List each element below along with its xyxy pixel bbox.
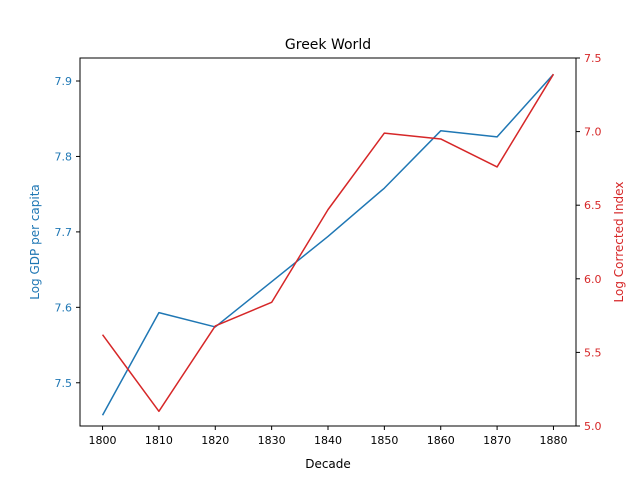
series-line-corrected-index: [101, 73, 555, 413]
x-tick-label: 1850: [370, 434, 398, 447]
right-tick-label: 6.5: [584, 199, 602, 212]
x-tick-label: 1810: [145, 434, 173, 447]
series-line-gdp: [101, 73, 555, 416]
right-tick-label: 5.0: [584, 420, 602, 433]
left-tick-label: 7.9: [55, 75, 73, 88]
chart-title: Greek World: [285, 37, 371, 53]
x-tick-label: 1870: [483, 434, 511, 447]
plot-frame: [79, 57, 577, 427]
x-axis-ticks: 1800 1810 1820 1830 1840 1850 1860 1870 1880: [89, 426, 567, 447]
right-axis-ticks: 5.0 5.5 6.0 6.5 7.0 7.5: [576, 52, 602, 433]
x-tick-label: 1830: [258, 434, 286, 447]
right-axis-label: Log Corrected Index: [612, 182, 626, 303]
x-tick-label: 1880: [539, 434, 567, 447]
right-tick-label: 6.0: [584, 273, 602, 286]
left-tick-label: 7.6: [55, 301, 73, 314]
x-tick-label: 1860: [427, 434, 455, 447]
right-tick-label: 7.0: [584, 126, 602, 139]
left-tick-label: 7.5: [55, 377, 73, 390]
left-tick-label: 7.8: [55, 150, 73, 163]
x-tick-label: 1840: [314, 434, 342, 447]
left-tick-label: 7.7: [55, 226, 73, 239]
series-layer: [101, 73, 555, 416]
x-axis-label: Decade: [305, 457, 351, 471]
left-axis-ticks: 7.5 7.6 7.7 7.8 7.9: [55, 75, 80, 390]
left-axis-label: Log GDP per capita: [28, 184, 42, 300]
right-tick-label: 7.5: [584, 52, 602, 65]
x-tick-label: 1800: [89, 434, 117, 447]
right-tick-label: 5.5: [584, 346, 602, 359]
x-tick-label: 1820: [201, 434, 229, 447]
